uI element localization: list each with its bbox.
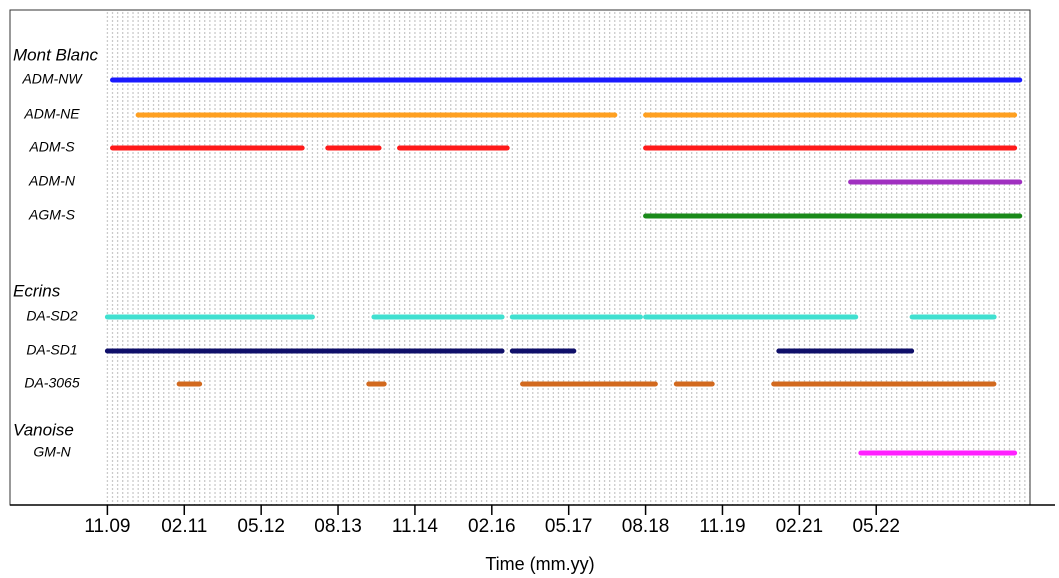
x-axis-label: Time (mm.yy) [485, 554, 594, 574]
x-tick-label: 08.13 [314, 516, 362, 537]
x-tick-label: 08.18 [622, 516, 670, 537]
group-label: Vanoise [13, 420, 74, 439]
series-label: DA-SD2 [26, 308, 78, 324]
series-label: DA-3065 [24, 375, 79, 391]
group-label: Mont Blanc [13, 45, 99, 64]
x-tick-label: 02.16 [468, 516, 516, 537]
x-tick-label: 05.12 [237, 516, 285, 537]
series-label: DA-SD1 [26, 342, 77, 358]
series-label: ADM-N [28, 173, 76, 189]
x-tick-label: 05.17 [545, 516, 593, 537]
x-tick-label: 11.19 [699, 516, 745, 537]
series-label: ADM-NE [23, 106, 80, 122]
series-label: GM-N [33, 444, 71, 460]
x-tick-label: 11.14 [392, 516, 439, 537]
series-label: AGM-S [28, 207, 76, 223]
x-tick-label: 05.22 [852, 516, 900, 537]
x-tick-label: 02.21 [776, 516, 824, 537]
x-tick-label: 11.09 [84, 516, 130, 537]
series-label: ADM-S [28, 139, 75, 155]
x-tick-label: 02.11 [161, 516, 207, 537]
series-label: ADM-NW [21, 71, 83, 87]
grid-pattern [105, 10, 1030, 505]
group-label: Ecrins [13, 281, 61, 300]
